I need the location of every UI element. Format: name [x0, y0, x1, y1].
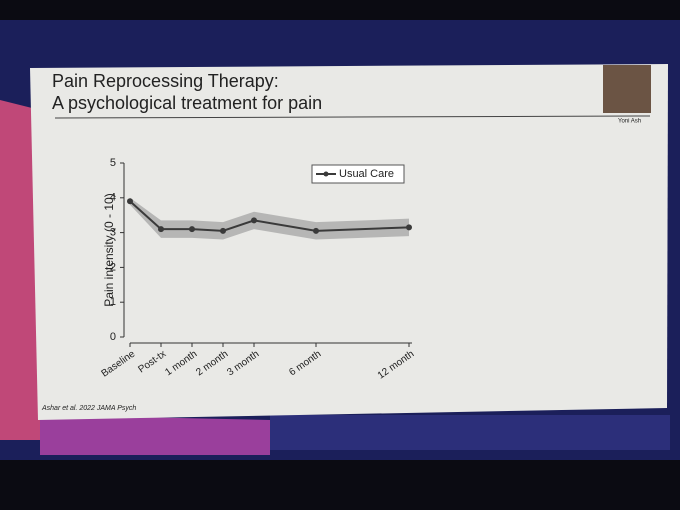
y-tick-label: 5: [110, 157, 116, 169]
y-tick-label: 4: [110, 192, 116, 204]
slide-title: A psychological treatment for pain: [52, 93, 322, 113]
data-point: [158, 226, 164, 233]
slide-decoration: [270, 415, 670, 450]
data-point: [406, 224, 412, 231]
legend-marker: [323, 171, 329, 177]
slide-title: Pain Reprocessing Therapy:: [52, 71, 279, 91]
citation: Ashar et al. 2022 JAMA Psych: [41, 405, 136, 412]
legend-box: [311, 164, 405, 184]
data-point: [220, 227, 226, 234]
data-point: [127, 198, 133, 205]
y-tick-label: 1: [110, 296, 116, 308]
data-point: [189, 226, 195, 233]
presenter-name: Yoni Ash: [618, 119, 641, 125]
slide-decoration: [0, 100, 40, 440]
data-point: [251, 217, 257, 224]
data-point: [313, 227, 319, 234]
y-tick-label: 2: [110, 261, 116, 273]
y-axis-label: Pain intensity (0 - 10): [102, 193, 116, 306]
title-rule: [54, 115, 651, 119]
slide-decoration: [40, 415, 270, 455]
legend-label: Usual Care: [339, 168, 394, 180]
y-tick-label: 3: [110, 227, 116, 239]
y-tick-label: 0: [110, 331, 116, 343]
slide: [30, 64, 668, 420]
presenter-photo: [603, 65, 651, 113]
